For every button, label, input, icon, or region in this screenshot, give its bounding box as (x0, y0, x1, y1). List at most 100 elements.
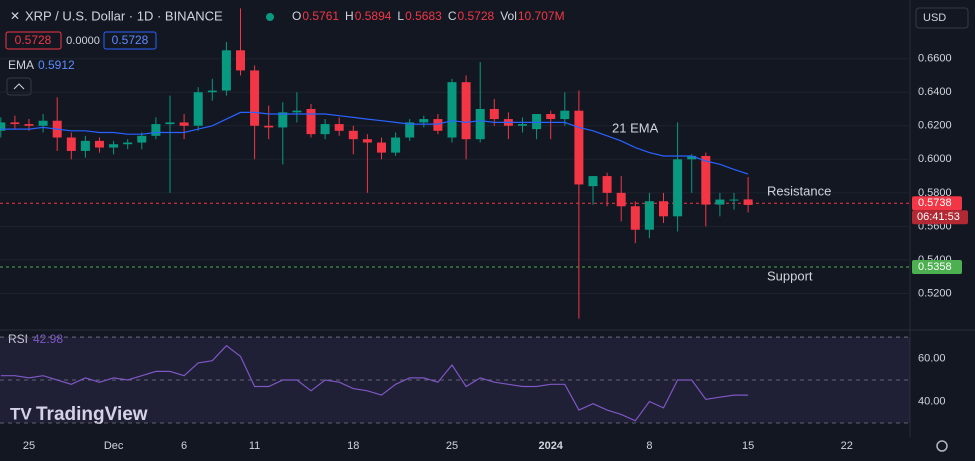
candle-body (292, 110, 302, 113)
candle-body (250, 70, 260, 126)
candle-body (743, 199, 753, 205)
candle-body (602, 176, 612, 193)
brand: TradingView (36, 404, 148, 425)
legend-value: 0.5683 (405, 9, 442, 23)
y-tick-label: 0.6600 (918, 53, 952, 65)
rsi-line (0, 344, 749, 422)
y-tick-label: 0.6400 (918, 86, 952, 98)
rsi-band (0, 337, 910, 423)
settings-icon[interactable] (936, 440, 948, 452)
bid-price: 0.5728 (15, 33, 52, 47)
candle-body (207, 90, 217, 93)
legend-label: L (397, 9, 404, 23)
price-label: 0.5358 (918, 261, 952, 273)
ema-legend-value: 0.5912 (38, 58, 75, 72)
candle-body (644, 201, 654, 230)
x-tick-label: 25 (23, 440, 35, 452)
candle-body (123, 142, 133, 145)
candle-body (419, 119, 429, 123)
candle-body (221, 50, 231, 91)
candle-body (320, 124, 330, 135)
rsi-tick-label: 60.00 (918, 352, 946, 364)
candle-body (165, 122, 175, 125)
candle-body (348, 130, 358, 140)
candle-body (574, 110, 584, 185)
x-tick-label: 2024 (538, 440, 563, 452)
currency: USD (923, 12, 946, 24)
x-tick-label: 25 (446, 440, 458, 452)
legend-value: 0.5894 (355, 9, 392, 23)
candle-body (673, 159, 683, 217)
candle-body (405, 122, 415, 138)
candle-body (362, 139, 372, 143)
candle-body (532, 114, 542, 130)
candle-body (447, 82, 457, 138)
price-line-annotation: Resistance (767, 184, 831, 199)
currency-button[interactable] (915, 7, 969, 29)
y-tick-label: 0.5200 (918, 287, 952, 299)
legend-label: H (345, 9, 354, 23)
x-tick-label: 8 (646, 440, 652, 452)
status-dot (266, 13, 274, 21)
candle-body (433, 119, 443, 131)
legend-label: O (292, 9, 301, 23)
candle-body (391, 137, 401, 153)
candle-body (461, 82, 471, 140)
candle-body (489, 109, 499, 120)
candle-body (151, 124, 161, 136)
rsi-name: RSI (8, 332, 28, 346)
candle-body (715, 199, 725, 205)
ema-line (0, 111, 749, 175)
candle-body (24, 124, 34, 126)
x-tick-label: 18 (347, 440, 359, 452)
candle-body (560, 110, 570, 120)
candle-body (264, 125, 274, 128)
brand-logo: TV (10, 404, 32, 423)
candle-body (334, 124, 344, 131)
x-tick-label: 22 (841, 440, 853, 452)
countdown: 06:41:53 (917, 211, 960, 223)
candle-body (729, 199, 739, 201)
candle-body (236, 50, 245, 71)
candle-body (306, 109, 316, 135)
candle-body (377, 142, 386, 153)
candle-body (109, 144, 119, 148)
price-label-box (912, 259, 962, 274)
x-tick-label: 6 (181, 440, 187, 452)
candle-body (0, 122, 6, 131)
ema-legend-name: EMA (8, 58, 34, 72)
y-tick-label: 0.5800 (918, 187, 952, 199)
candle-body (630, 206, 640, 230)
bid-box (5, 31, 62, 50)
symbol-title: XRP / U.S. Dollar · 1D · BINANCE (25, 8, 223, 23)
x-tick-label: 11 (249, 440, 260, 452)
y-tick-label: 0.6200 (918, 120, 952, 132)
rsi-tick-label: 40.00 (918, 395, 946, 407)
ohlc-legend: O 0.5761 H 0.5894 L 0.5683 C 0.5728 Vol 10.707M (292, 9, 565, 23)
rsi-value: 42.98 (33, 332, 63, 346)
price-label-box (912, 196, 962, 211)
collapse-icon (13, 83, 25, 90)
candle-body (687, 155, 697, 160)
candle-body (588, 176, 598, 187)
ema-annotation: 21 EMA (612, 120, 659, 135)
collapse-button[interactable] (6, 77, 32, 96)
candle-body (546, 114, 556, 120)
candle-body (38, 120, 48, 126)
x-tick-label: Dec (104, 440, 124, 452)
candle-body (10, 122, 20, 125)
candle-body (278, 112, 288, 128)
spread: 0.0000 (66, 35, 100, 47)
candle-body (179, 122, 189, 126)
legend-label: Vol (500, 9, 517, 23)
legend-value: 0.5761 (302, 9, 339, 23)
candle-body (137, 135, 147, 143)
y-tick-label: 0.6000 (918, 153, 952, 165)
close-icon[interactable]: ✕ (10, 9, 20, 23)
price-label: 0.5738 (918, 197, 952, 209)
ask-box (103, 31, 157, 50)
price-line-annotation: Support (767, 268, 813, 283)
